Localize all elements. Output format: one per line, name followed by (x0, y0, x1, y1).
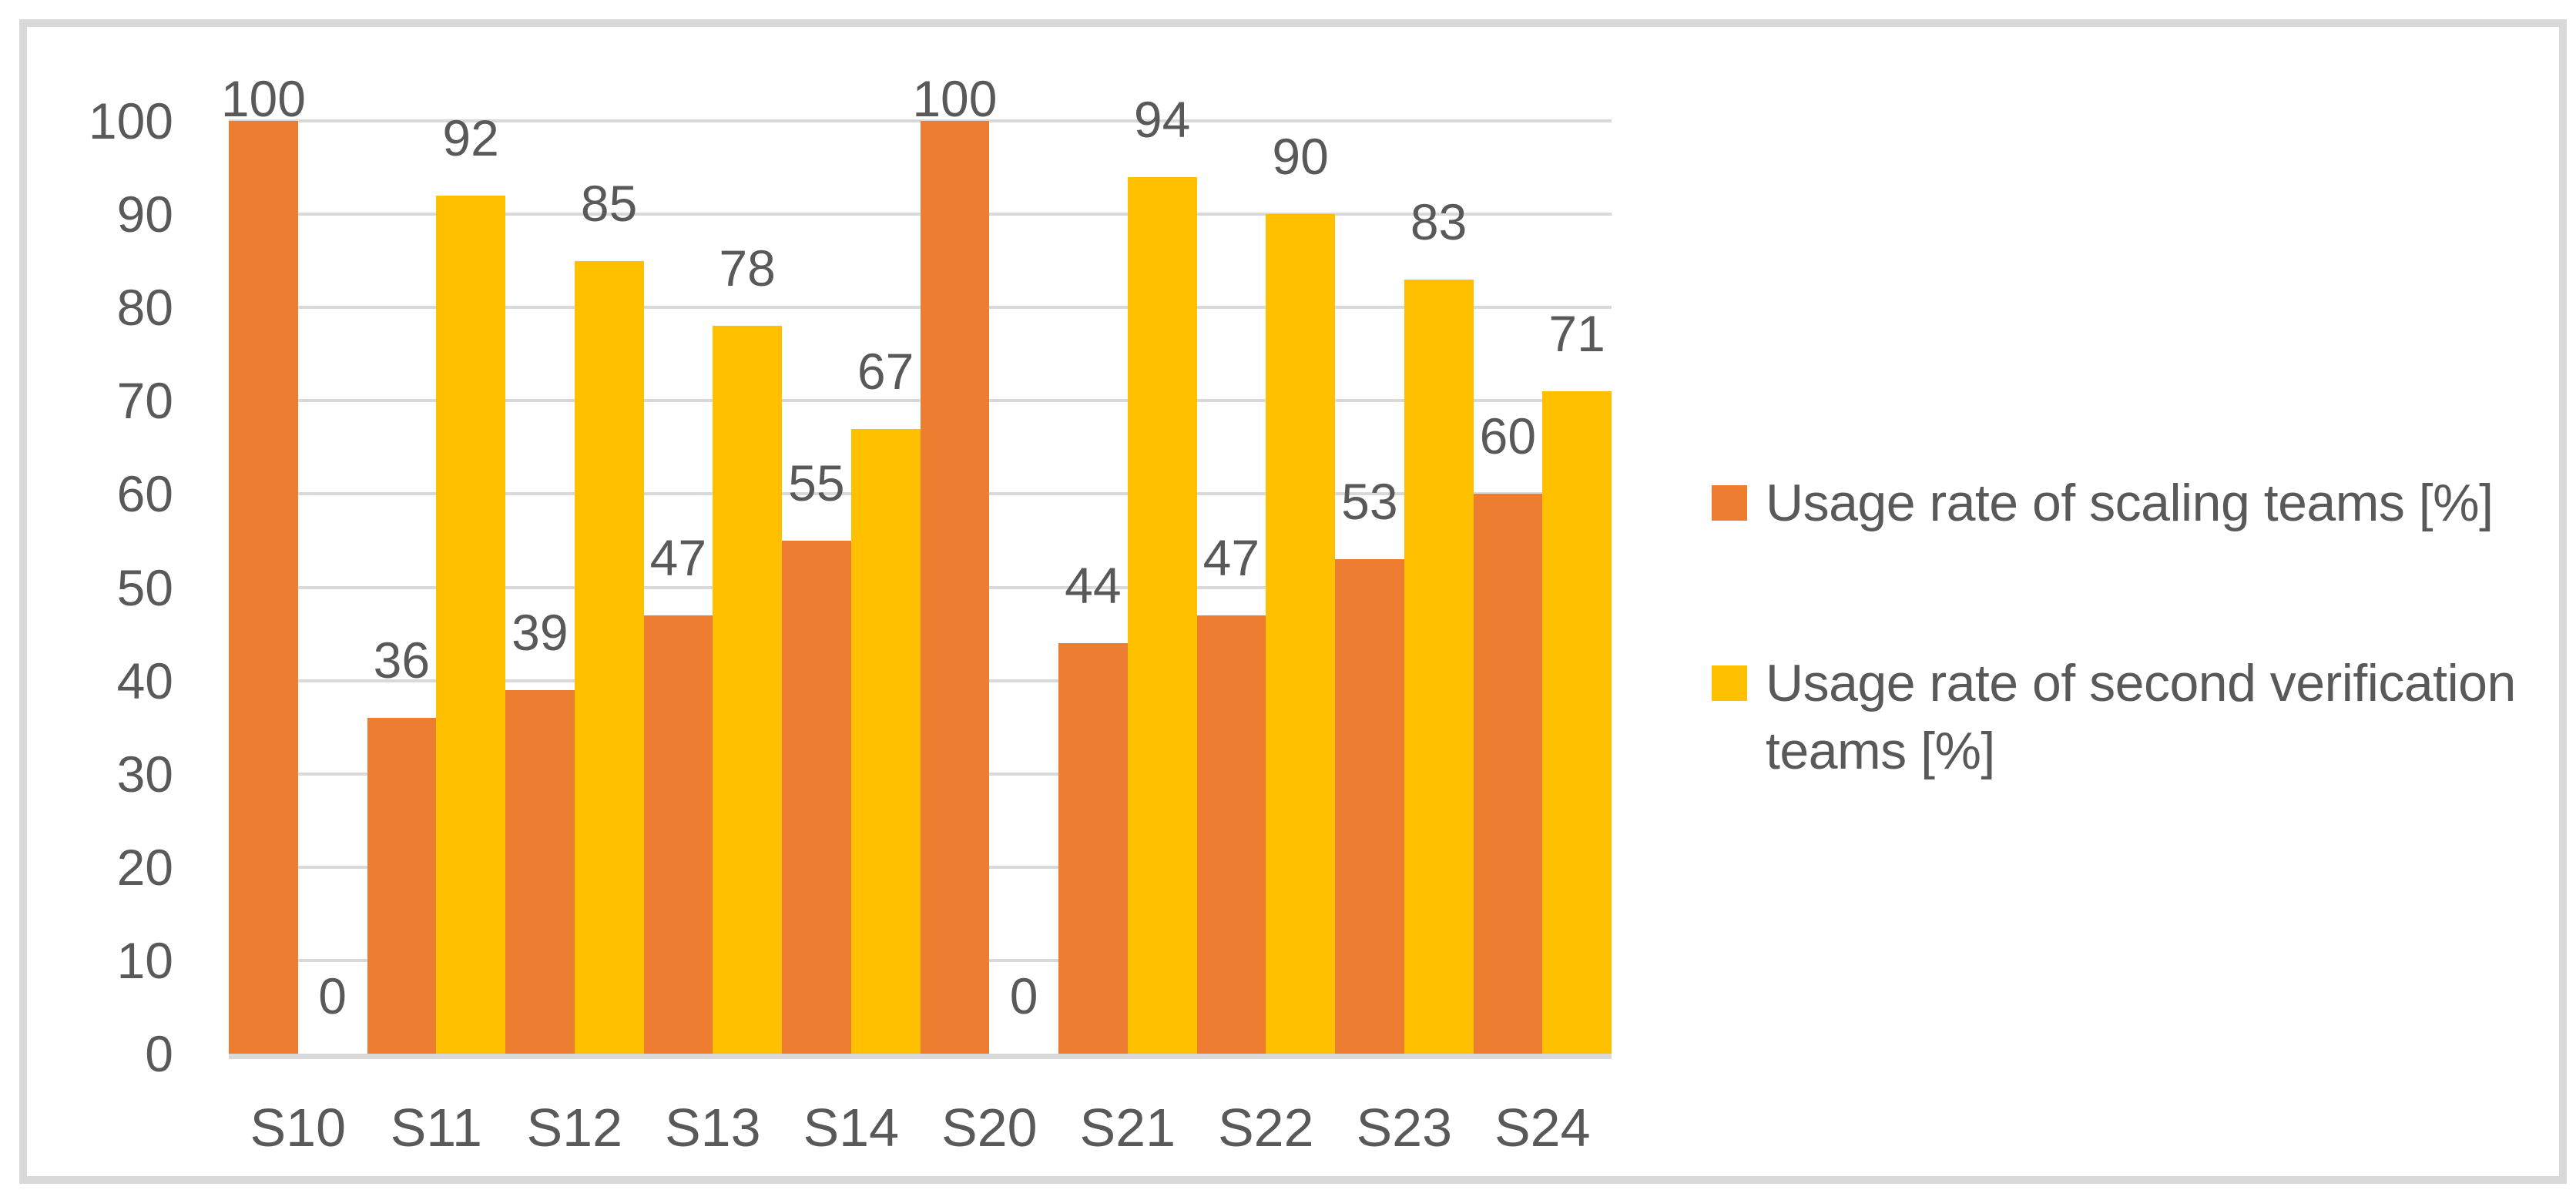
legend-label-line: teams [%] (1766, 722, 1995, 780)
bar-slot-S20-second-verification: 0 (989, 121, 1058, 1054)
bar-S24-second-verification (1542, 391, 1612, 1054)
data-label-S11-second-verification: 92 (442, 109, 499, 166)
x-axis-label-S10: S10 (250, 1098, 347, 1158)
y-axis-label-20: 20 (116, 838, 173, 896)
legend-swatch-second-verification (1712, 665, 1747, 701)
bar-slot-S11-second-verification: 92 (436, 112, 505, 1054)
x-axis-label-S24: S24 (1494, 1098, 1591, 1158)
x-axis-label-S12: S12 (526, 1098, 623, 1158)
bar-slot-S21-second-verification: 94 (1127, 93, 1197, 1054)
bar-slot-S11-scaling: 36 (367, 121, 437, 1054)
bar-S11-scaling (367, 718, 437, 1054)
x-axis-line (229, 1054, 1612, 1059)
bar-S23-scaling (1335, 559, 1404, 1054)
bar-S10-scaling (229, 121, 298, 1054)
bar-S23-second-verification (1404, 279, 1474, 1054)
bar-slot-S20-scaling: 100 (912, 72, 997, 1054)
y-axis-label-60: 60 (116, 465, 173, 523)
legend-label-scaling: Usage rate of scaling teams [%] (1766, 469, 2494, 537)
bar-slot-S10-second-verification: 0 (298, 121, 367, 1054)
bars-layer: 100 0 36 92 39 85 47 78 55 67 100 0 44 94 47 90 53 83 60 71 (221, 72, 1612, 1054)
data-label-S10-second-verification: 0 (318, 967, 347, 1024)
legend-item-scaling: Usage rate of scaling teams [%] (1712, 469, 2494, 537)
y-axis-label-10: 10 (116, 931, 173, 989)
bar-slot-S24-scaling: 60 (1473, 121, 1543, 1054)
data-label-S24-scaling: 60 (1479, 407, 1537, 465)
bar-S12-second-verification (574, 260, 644, 1054)
y-axis-label-30: 30 (116, 745, 173, 803)
bar-S22-scaling (1196, 615, 1266, 1054)
bar-S24-scaling (1473, 494, 1543, 1054)
legend-label-line: Usage rate of second verification (1766, 654, 2516, 712)
legend-swatch-scaling (1712, 485, 1747, 521)
bar-S11-second-verification (436, 195, 505, 1054)
data-label-S23-scaling: 53 (1341, 473, 1398, 531)
bar-S20-scaling (920, 121, 990, 1054)
data-label-S14-second-verification: 67 (857, 342, 914, 400)
data-label-S24-second-verification: 71 (1548, 305, 1605, 363)
bar-S14-scaling (782, 540, 851, 1054)
x-axis-label-S22: S22 (1217, 1098, 1314, 1158)
y-axis-label-50: 50 (116, 558, 173, 616)
data-label-S23-second-verification: 83 (1410, 193, 1467, 250)
bar-slot-S24-second-verification: 71 (1542, 121, 1612, 1054)
bar-slot-S13-second-verification: 78 (713, 121, 782, 1054)
legend-label-line: Usage rate of scaling teams [%] (1766, 474, 2494, 532)
data-label-S12-scaling: 39 (512, 603, 569, 661)
bar-slot-S14-scaling: 55 (782, 121, 851, 1054)
y-axis-label-100: 100 (88, 92, 173, 149)
x-axis-label-S13: S13 (664, 1098, 761, 1158)
bar-slot-S21-scaling: 44 (1058, 121, 1128, 1054)
y-axis-label-90: 90 (116, 186, 173, 243)
y-axis-label-0: 0 (145, 1025, 173, 1082)
bar-slot-S14-second-verification: 67 (850, 121, 921, 1054)
bar-slot-S23-second-verification: 83 (1404, 121, 1474, 1054)
x-axis-label-S23: S23 (1356, 1098, 1453, 1158)
y-axis-labels: 0 10 20 30 40 50 60 70 80 90 100 (27, 95, 173, 1080)
data-label-S14-scaling: 55 (788, 454, 845, 511)
bar-S13-second-verification (713, 326, 782, 1054)
bar-S13-scaling (643, 615, 713, 1054)
data-label-S12-second-verification: 85 (580, 174, 638, 232)
data-label-S11-scaling: 36 (373, 632, 431, 689)
bar-S21-second-verification (1127, 176, 1197, 1054)
bar-slot-S12-scaling: 39 (505, 121, 575, 1054)
bar-S14-second-verification (850, 428, 921, 1054)
bar-slot-S12-second-verification: 85 (574, 121, 644, 1054)
data-label-S21-scaling: 44 (1065, 557, 1122, 615)
y-axis-label-40: 40 (116, 652, 173, 709)
legend-label-second-verification: Usage rate of second verification teams [… (1766, 649, 2516, 785)
data-label-S13-second-verification: 78 (719, 240, 776, 297)
data-label-S20-scaling: 100 (912, 70, 998, 127)
bar-slot-S10-scaling: 100 (221, 72, 306, 1054)
x-axis-label-S11: S11 (390, 1098, 482, 1158)
y-axis-label-70: 70 (116, 372, 173, 430)
data-label-S22-scaling: 47 (1202, 528, 1260, 586)
plot-area: 100 0 36 92 39 85 47 78 55 67 100 0 44 94 47 90 53 83 60 71 (221, 72, 1612, 1059)
bar-S12-scaling (505, 689, 575, 1054)
x-axis-label-S14: S14 (803, 1098, 900, 1158)
x-axis-label-S21: S21 (1079, 1098, 1176, 1158)
data-label-S13-scaling: 47 (649, 528, 707, 586)
bar-slot-S22-second-verification: 90 (1266, 121, 1335, 1054)
bar-slot-S23-scaling: 53 (1335, 121, 1404, 1054)
legend-item-second-verification: Usage rate of second verification teams [… (1712, 649, 2516, 785)
data-label-S20-second-verification: 0 (1009, 967, 1038, 1024)
bar-slot-S22-scaling: 47 (1196, 121, 1266, 1054)
chart-frame: 100 0 36 92 39 85 47 78 55 67 100 0 44 94 47 90 53 83 60 71… (19, 19, 2567, 1184)
bar-slot-S13-scaling: 47 (643, 121, 713, 1054)
bar-S22-second-verification (1266, 214, 1335, 1054)
data-label-S22-second-verification: 90 (1272, 128, 1329, 186)
data-label-S10-scaling: 100 (220, 70, 306, 127)
y-axis-label-80: 80 (116, 279, 173, 337)
bar-S21-scaling (1058, 643, 1128, 1054)
x-axis-label-S20: S20 (941, 1098, 1038, 1158)
data-label-S21-second-verification: 94 (1133, 90, 1191, 148)
x-axis-labels: S10 S11 S12 S13 S14 S20 S21 S22 S23 S24 (229, 1095, 1612, 1160)
